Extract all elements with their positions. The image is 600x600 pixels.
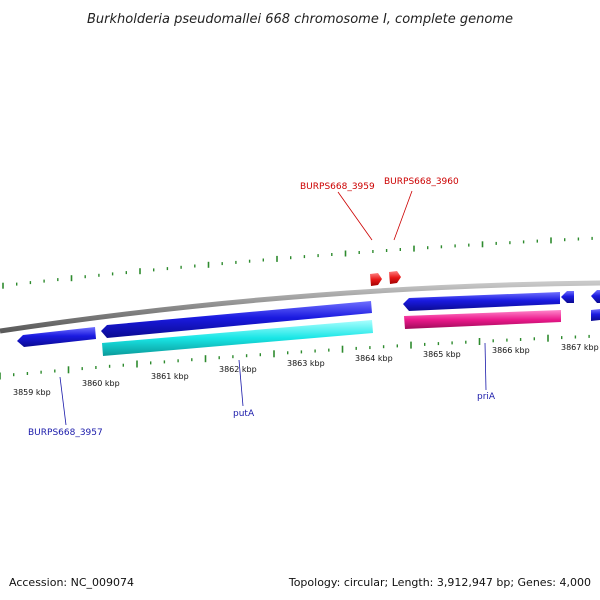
map-title: Burkholderia pseudomallei 668 chromosome… [87, 12, 513, 27]
gene-label-putA[interactable]: putA [233, 409, 255, 419]
scale-label: 3861 kbp [151, 372, 189, 381]
gene-small-reverse-a[interactable] [561, 291, 574, 303]
gene-label-burps668-3960[interactable]: BURPS668_3960 [384, 177, 459, 187]
scale-label: 3860 kbp [82, 379, 120, 388]
scale-label: 3859 kbp [13, 388, 51, 397]
leader-burps668-3957 [59, 376, 67, 426]
genome-summary-text: Topology: circular; Length: 3,912,947 bp… [288, 576, 591, 589]
upper-tick-row [2, 236, 593, 289]
gene-label-burps668-3957[interactable]: BURPS668_3957 [28, 428, 103, 438]
feature-magenta-priA[interactable] [404, 310, 561, 329]
leader-priA [484, 342, 487, 391]
feature-cyan-putA[interactable] [102, 320, 373, 356]
chromosome-backbone [0, 280, 600, 334]
gene-label-burps668-3959[interactable]: BURPS668_3959 [300, 182, 375, 192]
scale-label: 3864 kbp [355, 354, 393, 363]
leader-burps668-3960 [393, 190, 413, 241]
leader-putA [238, 359, 244, 407]
scale-labels: 3859 kbp 3860 kbp 3861 kbp 3862 kbp 3863… [13, 343, 599, 397]
gene-putA[interactable] [101, 301, 372, 338]
gene-small-reverse-b[interactable] [591, 290, 600, 303]
scale-label: 3865 kbp [423, 350, 461, 359]
accession-text: Accession: NC_009074 [9, 576, 134, 589]
scale-label: 3867 kbp [561, 343, 599, 352]
leader-burps668-3959 [337, 191, 373, 241]
gene-label-priA[interactable]: priA [477, 392, 496, 402]
scale-label: 3863 kbp [287, 359, 325, 368]
gene-small-reverse-c[interactable] [591, 309, 600, 321]
scale-label: 3862 kbp [219, 365, 257, 374]
scale-label: 3866 kbp [492, 346, 530, 355]
gene-burps668-3959[interactable] [370, 273, 382, 286]
gene-burps668-3957[interactable] [17, 327, 96, 347]
lower-tick-row [0, 334, 590, 380]
gene-priA[interactable] [403, 292, 560, 311]
gene-burps668-3960[interactable] [389, 271, 401, 284]
